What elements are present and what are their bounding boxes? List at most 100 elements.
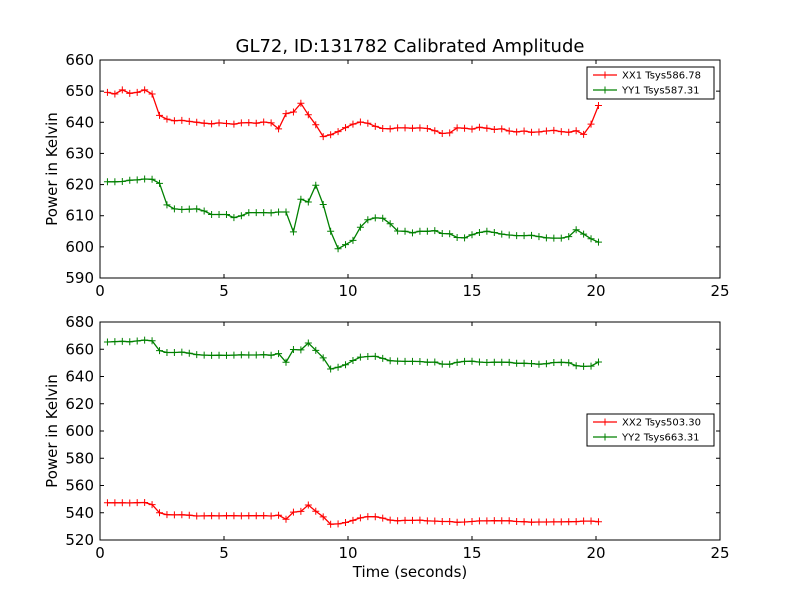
bottom-legend-marker <box>601 433 609 441</box>
top-data-point <box>156 111 164 119</box>
bottom-legend-marker <box>601 418 609 426</box>
top-data-point <box>490 125 498 133</box>
bottom-data-point <box>423 358 431 366</box>
bottom-data-point <box>185 349 193 357</box>
bottom-data-point <box>170 511 178 519</box>
bottom-data-point <box>334 520 342 528</box>
bottom-data-point <box>438 517 446 525</box>
top-data-point <box>349 120 357 128</box>
bottom-data-point <box>461 357 469 365</box>
bottom-data-point <box>103 499 111 507</box>
bottom-data-point <box>267 351 275 359</box>
bottom-data-point <box>200 351 208 359</box>
bottom-data-point <box>572 518 580 526</box>
bottom-data-point <box>334 363 342 371</box>
top-data-point <box>215 210 223 218</box>
top-data-point <box>260 118 268 126</box>
top-data-point <box>208 210 216 218</box>
top-x-tick-label: 10 <box>338 282 357 300</box>
top-data-point <box>386 220 394 228</box>
top-data-point <box>312 121 320 129</box>
bottom-legend: XX2 Tsys503.30 YY2 Tsys663.31 <box>586 413 715 447</box>
bottom-data-point <box>260 351 268 359</box>
bottom-data-point <box>327 365 335 373</box>
top-data-point <box>141 175 149 183</box>
bottom-data-point <box>550 358 558 366</box>
top-legend-marker <box>601 71 609 79</box>
top-data-point <box>364 216 372 224</box>
bottom-data-point <box>289 508 297 516</box>
top-data-point <box>572 226 580 234</box>
chart-title: GL72, ID:131782 Calibrated Amplitude <box>236 36 585 57</box>
bottom-data-point <box>133 499 141 507</box>
bottom-x-tick-label: 20 <box>586 544 605 562</box>
bottom-data-point <box>490 517 498 525</box>
bottom-data-point <box>386 516 394 524</box>
bottom-data-point <box>312 507 320 515</box>
bottom-data-point <box>178 348 186 356</box>
top-data-point <box>542 234 550 242</box>
bottom-data-point <box>215 512 223 520</box>
top-data-point <box>289 108 297 116</box>
bottom-data-point <box>550 518 558 526</box>
top-data-point <box>423 227 431 235</box>
bottom-data-point <box>267 512 275 520</box>
top-data-point <box>178 116 186 124</box>
top-data-point <box>297 99 305 107</box>
top-data-point <box>193 205 201 213</box>
top-data-point <box>103 88 111 96</box>
top-plot-frame <box>99 59 721 279</box>
top-data-point <box>118 177 126 185</box>
top-data-point <box>170 117 178 125</box>
top-data-point <box>245 119 253 127</box>
bottom-data-point <box>141 499 149 507</box>
top-x-tick-label: 15 <box>462 282 481 300</box>
bottom-data-point <box>446 517 454 525</box>
bottom-data-point <box>557 358 565 366</box>
top-data-point <box>312 181 320 189</box>
bottom-y-tick-label: 680 <box>65 313 94 331</box>
bottom-data-point <box>498 358 506 366</box>
bottom-series-0 <box>104 499 602 528</box>
bottom-data-point <box>379 514 387 522</box>
top-data-point <box>416 124 424 132</box>
top-data-point <box>468 125 476 133</box>
top-plot-panel: 0 5 10 15 20 25 590 600 610 620 630 640 650 660 Power … <box>43 51 730 300</box>
bottom-data-point <box>297 346 305 354</box>
bottom-data-point <box>103 338 111 346</box>
top-data-point <box>111 178 119 186</box>
bottom-data-point <box>394 517 402 525</box>
top-data-point <box>535 128 543 136</box>
top-data-point <box>394 124 402 132</box>
bottom-data-point <box>535 360 543 368</box>
bottom-data-point <box>208 351 216 359</box>
bottom-data-point <box>245 351 253 359</box>
bottom-data-point <box>594 358 602 366</box>
top-data-point <box>163 201 171 209</box>
top-data-point <box>282 110 290 118</box>
bottom-data-point <box>431 358 439 366</box>
bottom-series-1 <box>104 337 602 373</box>
top-data-point <box>275 125 283 133</box>
top-y-tick-label: 610 <box>65 207 94 225</box>
bottom-y-tick-label: 620 <box>65 395 94 413</box>
bottom-data-point <box>423 517 431 525</box>
bottom-data-point <box>200 512 208 520</box>
bottom-data-point <box>542 518 550 526</box>
bottom-y-tick-label: 660 <box>65 340 94 358</box>
bottom-data-point <box>475 517 483 525</box>
top-x-tick-label: 25 <box>710 282 729 300</box>
top-data-point <box>156 179 164 187</box>
bottom-data-point <box>446 360 454 368</box>
bottom-data-point <box>156 347 164 355</box>
bottom-data-point <box>356 353 364 361</box>
bottom-data-point <box>528 518 536 526</box>
bottom-data-point <box>513 359 521 367</box>
bottom-data-point <box>468 517 476 525</box>
top-data-point <box>498 230 506 238</box>
bottom-data-point <box>230 512 238 520</box>
top-data-point <box>438 229 446 237</box>
top-data-point <box>267 209 275 217</box>
top-data-point <box>520 232 528 240</box>
